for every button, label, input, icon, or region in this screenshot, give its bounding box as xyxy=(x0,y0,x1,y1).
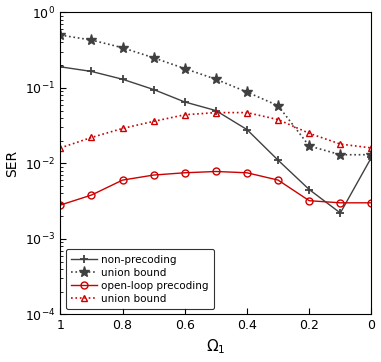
union bound xyxy=(151,56,156,60)
non-precoding xyxy=(245,127,249,132)
union bound xyxy=(338,142,343,146)
open-loop precoding xyxy=(89,193,94,197)
non-precoding xyxy=(214,108,218,113)
union bound xyxy=(307,144,312,148)
non-precoding xyxy=(307,188,312,192)
X-axis label: $\Omega_1$: $\Omega_1$ xyxy=(206,338,226,357)
union bound xyxy=(58,33,62,37)
union bound xyxy=(120,46,125,50)
union bound xyxy=(182,113,187,117)
open-loop precoding xyxy=(245,171,249,175)
non-precoding xyxy=(276,158,280,163)
union bound xyxy=(214,110,218,115)
union bound xyxy=(369,146,374,150)
open-loop precoding xyxy=(58,203,62,207)
union bound xyxy=(307,131,312,135)
union bound xyxy=(245,110,249,115)
union bound xyxy=(369,152,374,157)
union bound xyxy=(276,104,280,108)
non-precoding xyxy=(58,65,62,69)
non-precoding xyxy=(120,77,125,81)
union bound xyxy=(151,119,156,123)
non-precoding xyxy=(369,155,374,160)
union bound xyxy=(120,126,125,131)
union bound xyxy=(182,66,187,71)
non-precoding xyxy=(338,211,343,215)
union bound xyxy=(89,135,94,140)
union bound xyxy=(58,146,62,150)
non-precoding xyxy=(151,87,156,92)
union bound xyxy=(338,152,343,157)
union bound xyxy=(89,38,94,42)
Line: non-precoding: non-precoding xyxy=(56,63,376,217)
open-loop precoding xyxy=(182,171,187,175)
open-loop precoding xyxy=(151,173,156,177)
Legend: non-precoding, union bound, open-loop precoding, union bound: non-precoding, union bound, open-loop pr… xyxy=(66,249,214,309)
non-precoding xyxy=(182,100,187,104)
union bound xyxy=(214,77,218,81)
open-loop precoding xyxy=(214,169,218,174)
open-loop precoding xyxy=(276,178,280,182)
open-loop precoding xyxy=(120,178,125,182)
open-loop precoding xyxy=(369,201,374,205)
Line: open-loop precoding: open-loop precoding xyxy=(57,168,375,209)
Y-axis label: SER: SER xyxy=(6,150,19,177)
open-loop precoding xyxy=(307,198,312,203)
union bound xyxy=(245,90,249,94)
union bound xyxy=(276,117,280,122)
open-loop precoding xyxy=(338,201,343,205)
Line: union bound: union bound xyxy=(57,109,375,151)
Line: union bound: union bound xyxy=(55,30,377,160)
non-precoding xyxy=(89,69,94,73)
